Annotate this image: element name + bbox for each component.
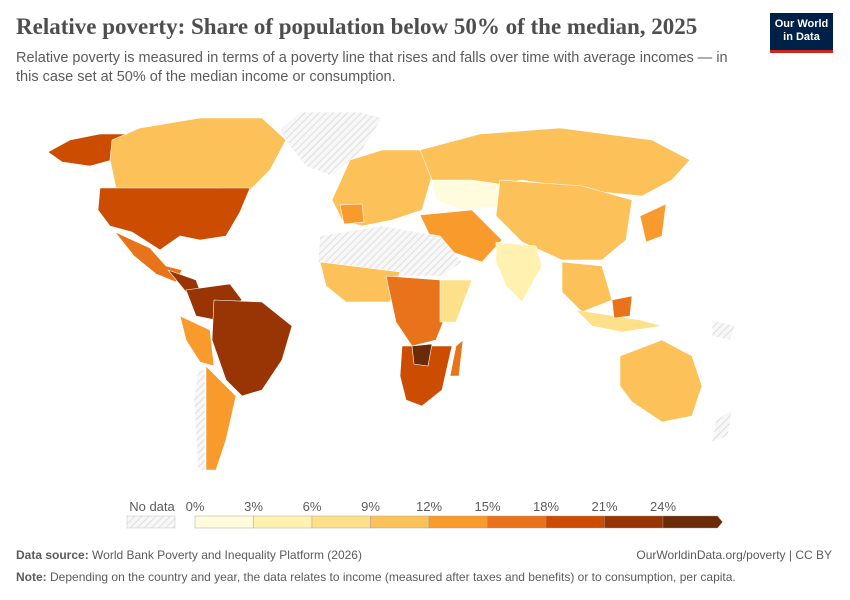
legend-tick-label: 24% [650,499,676,514]
country-region[interactable] [711,409,733,443]
legend-bin[interactable] [253,515,313,529]
legend-tick-label: 15% [474,499,500,514]
country-region[interactable] [109,117,287,191]
country-region[interactable] [449,339,464,377]
country-region[interactable] [639,203,667,243]
country-region[interactable] [319,261,401,303]
legend-bin[interactable] [545,515,605,529]
legend-bin[interactable] [428,515,488,529]
country-region[interactable] [205,365,237,471]
country-region[interactable] [495,179,633,261]
country-region[interactable] [495,241,543,303]
country-region[interactable] [411,343,433,367]
legend-tick-label: 6% [303,499,322,514]
legend-bin[interactable] [194,515,254,529]
country-region[interactable] [439,279,473,323]
legend-tick-label: 9% [361,499,380,514]
country-region[interactable] [211,299,293,397]
country-region[interactable] [279,111,383,177]
legend-bin[interactable] [487,515,547,529]
country-region[interactable] [711,319,736,341]
note-text: Depending on the country and year, the d… [50,570,736,584]
legend-no-data-label: No data [129,499,175,514]
source-link[interactable]: World Bank Poverty and Inequality Platfo… [92,548,362,562]
legend-tick-label: 0% [186,499,205,514]
country-region[interactable] [97,187,251,251]
source-label: Data source: [16,548,89,562]
legend-tick-label: 3% [244,499,263,514]
legend-bin[interactable] [370,515,430,529]
country-region[interactable] [193,369,206,471]
legend-tick-label: 12% [416,499,442,514]
country-region[interactable] [179,315,215,367]
legend-tick-label: 21% [591,499,617,514]
legend-bin[interactable] [604,515,664,529]
chart-title: Relative poverty: Share of population be… [16,14,698,39]
owid-logo[interactable]: Our World in Data [770,13,833,53]
footnote: Note: Depending on the country and year,… [16,570,736,584]
data-source: Data source: World Bank Poverty and Ineq… [16,548,362,562]
legend-tick-label: 18% [533,499,559,514]
country-region[interactable] [611,295,633,319]
note-label: Note: [16,570,47,584]
legend-bin[interactable] [311,515,371,529]
country-region[interactable] [399,345,453,407]
country-region[interactable] [619,339,703,423]
legend-bin[interactable] [662,515,723,529]
chart-subtitle: Relative poverty is measured in terms of… [16,50,728,85]
country-region[interactable] [575,309,663,333]
legend-no-data-swatch [126,515,176,529]
url-license[interactable]: OurWorldinData.org/poverty | CC BY [636,548,832,562]
country-region[interactable] [561,261,613,313]
country-region[interactable] [339,203,365,225]
